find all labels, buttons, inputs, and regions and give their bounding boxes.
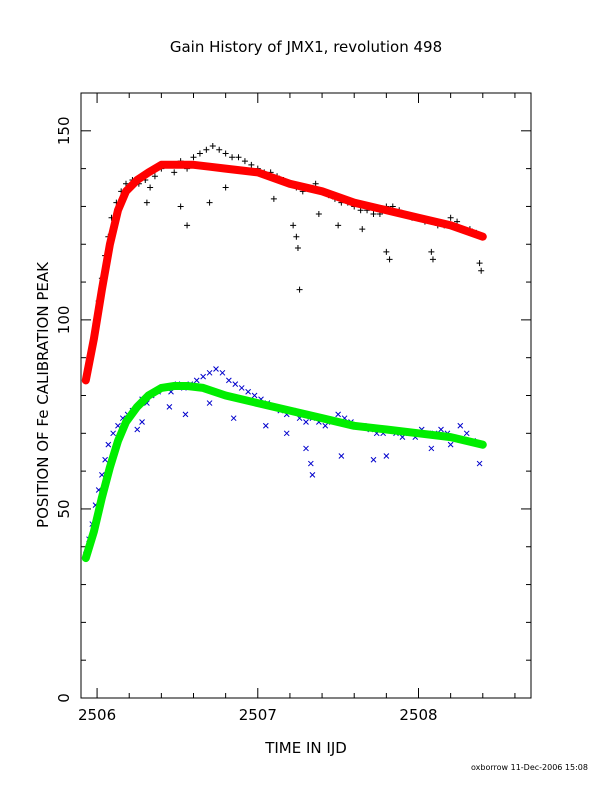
data-point	[293, 233, 300, 240]
data-point	[428, 445, 435, 452]
series-group	[81, 382, 487, 563]
data-point	[226, 377, 232, 384]
data-point	[429, 256, 436, 263]
data-point	[216, 146, 223, 153]
series-group	[81, 160, 487, 385]
data-point	[476, 260, 483, 267]
data-point	[303, 419, 309, 425]
data-point	[438, 426, 444, 433]
x-tick-label: 2508	[399, 706, 437, 724]
data-point	[105, 441, 112, 448]
data-point	[200, 373, 206, 380]
data-point	[262, 422, 269, 429]
data-point	[447, 214, 454, 221]
data-point	[335, 411, 341, 418]
data-point	[270, 195, 277, 202]
data-point	[230, 415, 237, 422]
data-point	[196, 150, 203, 157]
data-point	[143, 199, 150, 206]
series-group	[82, 366, 483, 558]
y-tick-label: 0	[55, 693, 73, 703]
data-point	[206, 369, 213, 376]
footer-credit: oxborrow 11-Dec-2006 15:08	[471, 763, 588, 772]
data-point	[370, 211, 377, 217]
data-point	[283, 430, 290, 437]
y-tick-label: 100	[55, 306, 73, 335]
data-point	[229, 154, 236, 161]
data-point	[478, 267, 485, 274]
chart-title: Gain History of JMX1, revolution 498	[170, 38, 442, 56]
data-point	[209, 142, 216, 149]
data-point	[177, 203, 184, 210]
data-point	[296, 286, 303, 293]
data-point	[383, 453, 390, 459]
data-point	[134, 426, 141, 433]
data-point	[463, 430, 470, 437]
x-tick-label: 2507	[239, 706, 277, 724]
data-point	[203, 146, 210, 153]
data-point	[294, 245, 301, 252]
data-point	[359, 226, 366, 233]
x-axis-label: TIME IN IJD	[264, 739, 347, 757]
data-point	[386, 256, 393, 263]
data-point	[110, 430, 116, 437]
fit-curve-line	[81, 382, 487, 563]
y-tick-label: 50	[55, 499, 73, 518]
y-axis-label: POSITION OF Fe CALIBRATION PEAK	[34, 261, 52, 528]
data-point	[222, 184, 229, 191]
data-point	[447, 441, 454, 448]
data-point	[307, 460, 314, 467]
data-point	[338, 453, 345, 459]
data-point	[213, 366, 219, 372]
data-point	[235, 154, 242, 161]
x-axis-ticks: 2506 2507 2508	[78, 93, 516, 724]
data-point	[309, 472, 316, 478]
data-point	[315, 211, 322, 217]
data-point	[206, 199, 213, 206]
data-point	[147, 184, 154, 191]
data-point	[248, 161, 255, 168]
data-point	[428, 248, 435, 255]
data-point	[151, 173, 158, 180]
fit-curve-line	[81, 160, 487, 385]
data-point	[238, 385, 245, 391]
y-axis-ticks: 0 50 100 150	[55, 92, 531, 703]
data-point	[206, 400, 213, 406]
data-series	[81, 142, 487, 563]
data-point	[166, 403, 173, 410]
data-point	[102, 456, 108, 463]
y-tick-label: 150	[55, 116, 73, 145]
data-point	[322, 422, 329, 429]
data-point	[193, 377, 200, 384]
data-point	[457, 422, 464, 429]
data-point	[383, 248, 390, 255]
data-point	[222, 150, 229, 157]
data-point	[219, 369, 226, 376]
data-point	[241, 158, 248, 165]
data-point	[303, 445, 309, 452]
data-point	[182, 411, 189, 418]
x-tick-label: 2506	[78, 706, 116, 724]
data-point	[476, 460, 483, 467]
data-point	[290, 222, 297, 229]
data-point	[370, 456, 377, 463]
data-point	[190, 154, 197, 161]
data-point	[245, 388, 251, 395]
data-point	[139, 419, 145, 425]
data-point	[184, 222, 191, 229]
data-point	[335, 222, 342, 229]
data-point	[171, 169, 178, 176]
data-point	[251, 392, 258, 399]
data-point	[232, 381, 239, 388]
